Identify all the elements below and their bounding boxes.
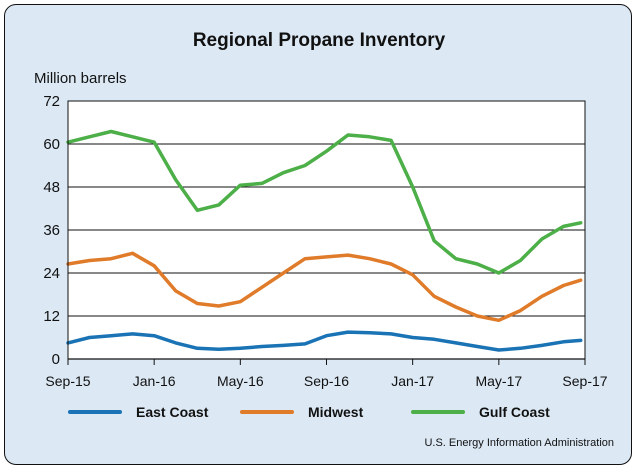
y-tick-label-0: 0 xyxy=(52,351,60,368)
y-tick-label-72: 72 xyxy=(43,93,60,110)
x-tick-label-Jan-17: Jan-17 xyxy=(391,373,434,389)
legend-label-east-coast: East Coast xyxy=(136,404,209,420)
chart-title: Regional Propane Inventory xyxy=(192,30,446,51)
x-tick-label-May-17: May-17 xyxy=(475,373,522,389)
x-tick-label-Sep-16: Sep-16 xyxy=(304,373,349,389)
y-tick-label-24: 24 xyxy=(43,265,60,282)
x-tick-label-Sep-15: Sep-15 xyxy=(45,373,90,389)
source-note: U.S. Energy Information Administration xyxy=(424,437,614,449)
legend: East Coast Midwest Gulf Coast xyxy=(0,404,638,424)
legend-swatch-midwest xyxy=(240,410,294,414)
y-tick-label-60: 60 xyxy=(43,136,60,153)
y-axis-label: Million barrels xyxy=(34,70,127,87)
legend-swatch-east-coast xyxy=(68,410,122,414)
legend-item-midwest: Midwest xyxy=(240,404,363,420)
legend-item-east-coast: East Coast xyxy=(68,404,208,420)
series-line-midwest xyxy=(66,251,583,323)
legend-label-gulf-coast: Gulf Coast xyxy=(479,404,550,420)
legend-label-midwest: Midwest xyxy=(308,404,364,420)
series-line-gulf-coast xyxy=(66,129,583,275)
legend-item-gulf-coast: Gulf Coast xyxy=(411,404,550,420)
x-tick-label-May-16: May-16 xyxy=(217,373,264,389)
x-tick-label-Jan-16: Jan-16 xyxy=(133,373,176,389)
y-tick-label-12: 12 xyxy=(43,308,60,325)
legend-swatch-gulf-coast xyxy=(411,410,465,414)
y-tick-label-36: 36 xyxy=(43,222,60,239)
plot-border xyxy=(67,100,586,360)
y-tick-label-48: 48 xyxy=(43,179,60,196)
x-tick-label-Sep-17: Sep-17 xyxy=(562,373,607,389)
series-line-east-coast xyxy=(66,330,583,352)
